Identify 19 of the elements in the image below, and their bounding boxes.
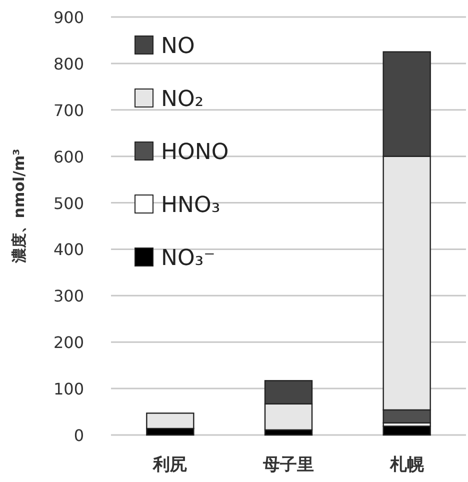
y-tick-label: 600	[53, 147, 84, 166]
legend-label: HNO₃	[161, 193, 220, 218]
y-tick-label: 800	[53, 54, 84, 74]
x-tick-label: 利尻	[152, 455, 188, 475]
y-tick-label: 500	[53, 194, 84, 213]
legend-label: HONO	[161, 140, 229, 165]
y-tick-label: 0	[74, 426, 84, 445]
y-tick-label: 400	[53, 240, 84, 260]
x-tick-label: 母子里	[262, 455, 314, 475]
y-tick-label: 700	[53, 100, 84, 120]
x-tick-label: 札幌	[388, 455, 425, 475]
legend-label: NO	[161, 34, 195, 59]
y-tick-label: 900	[53, 8, 84, 27]
y-tick-label: 100	[53, 380, 84, 399]
y-tick-label: 200	[53, 333, 84, 352]
legend-label: NO₂	[161, 87, 204, 112]
legend-label: NO₃⁻	[161, 246, 216, 271]
y-tick-label: 300	[53, 286, 84, 306]
y-axis-title: 濃度、nmol/m³	[10, 148, 28, 264]
